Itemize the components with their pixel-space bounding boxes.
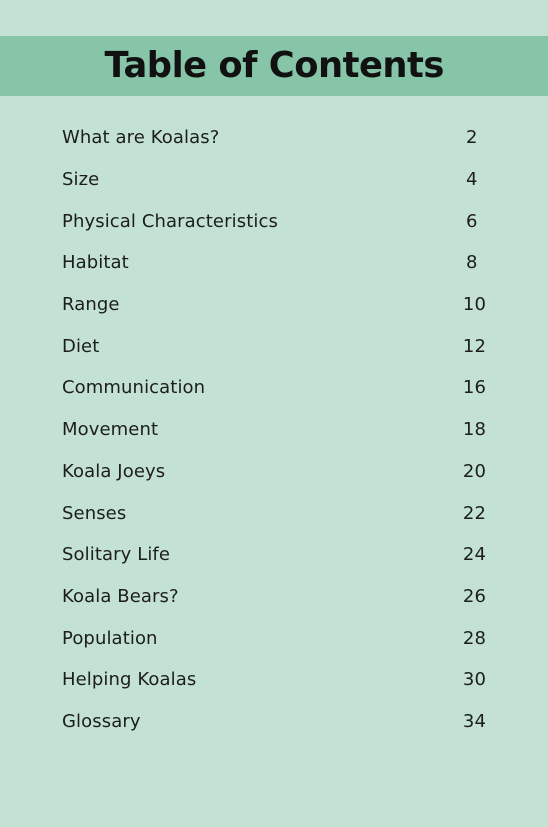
toc-entry-page: 4 bbox=[466, 169, 478, 191]
toc-entry-label: Size bbox=[62, 169, 100, 191]
toc-entry-movement[interactable]: Movement 18 bbox=[62, 409, 486, 451]
toc-entry-page: 10 bbox=[462, 294, 486, 316]
toc-entry-koala-bears[interactable]: Koala Bears? 26 bbox=[62, 576, 486, 618]
toc-entry-page: 20 bbox=[462, 460, 486, 482]
toc-entry-label: What are Koalas? bbox=[62, 127, 220, 149]
toc-entry-communication[interactable]: Communication 16 bbox=[62, 367, 486, 409]
toc-entry-physical-characteristics[interactable]: Physical Characteristics 6 bbox=[62, 200, 486, 242]
toc-entry-page: 8 bbox=[466, 252, 478, 274]
toc-entry-label: Physical Characteristics bbox=[62, 210, 278, 232]
toc-entry-size[interactable]: Size 4 bbox=[62, 159, 486, 201]
toc-entry-label: Diet bbox=[62, 335, 100, 357]
toc-entry-page: 30 bbox=[462, 669, 486, 691]
toc-entry-label: Solitary Life bbox=[62, 544, 171, 566]
toc-entry-page: 6 bbox=[466, 210, 478, 232]
toc-entry-label: Helping Koalas bbox=[62, 669, 197, 691]
toc-entry-diet[interactable]: Diet 12 bbox=[62, 325, 486, 367]
toc-entry-helping-koalas[interactable]: Helping Koalas 30 bbox=[62, 659, 486, 701]
toc-entry-senses[interactable]: Senses 22 bbox=[62, 492, 486, 534]
toc-entry-label: Habitat bbox=[62, 252, 129, 274]
toc-entry-population[interactable]: Population 28 bbox=[62, 617, 486, 659]
toc-entry-habitat[interactable]: Habitat 8 bbox=[62, 242, 486, 284]
toc-entry-label: Senses bbox=[62, 502, 127, 524]
toc-entry-page: 16 bbox=[462, 377, 486, 399]
toc-entry-solitary-life[interactable]: Solitary Life 24 bbox=[62, 534, 486, 576]
toc-entry-koala-joeys[interactable]: Koala Joeys 20 bbox=[62, 451, 486, 493]
toc-list: What are Koalas? 2 Size 4 Physical Chara… bbox=[62, 117, 486, 742]
toc-entry-label: Population bbox=[62, 627, 158, 649]
toc-entry-page: 22 bbox=[462, 502, 486, 524]
toc-entry-page: 2 bbox=[466, 127, 478, 149]
toc-entry-what-are-koalas[interactable]: What are Koalas? 2 bbox=[62, 117, 486, 159]
toc-entry-page: 12 bbox=[462, 335, 486, 357]
toc-entry-label: Range bbox=[62, 294, 120, 316]
title-band: Table of Contents bbox=[0, 36, 548, 96]
toc-entry-label: Koala Bears? bbox=[62, 585, 179, 607]
toc-entry-label: Koala Joeys bbox=[62, 460, 166, 482]
toc-entry-page: 28 bbox=[462, 627, 486, 649]
toc-entry-label: Communication bbox=[62, 377, 206, 399]
toc-entry-page: 34 bbox=[462, 710, 486, 732]
page-title: Table of Contents bbox=[104, 45, 444, 86]
toc-entry-page: 26 bbox=[462, 585, 486, 607]
toc-entry-page: 18 bbox=[462, 419, 486, 441]
toc-entry-label: Glossary bbox=[62, 710, 141, 732]
toc-entry-glossary[interactable]: Glossary 34 bbox=[62, 701, 486, 743]
toc-entry-range[interactable]: Range 10 bbox=[62, 284, 486, 326]
toc-entry-page: 24 bbox=[462, 544, 486, 566]
toc-entry-label: Movement bbox=[62, 419, 159, 441]
